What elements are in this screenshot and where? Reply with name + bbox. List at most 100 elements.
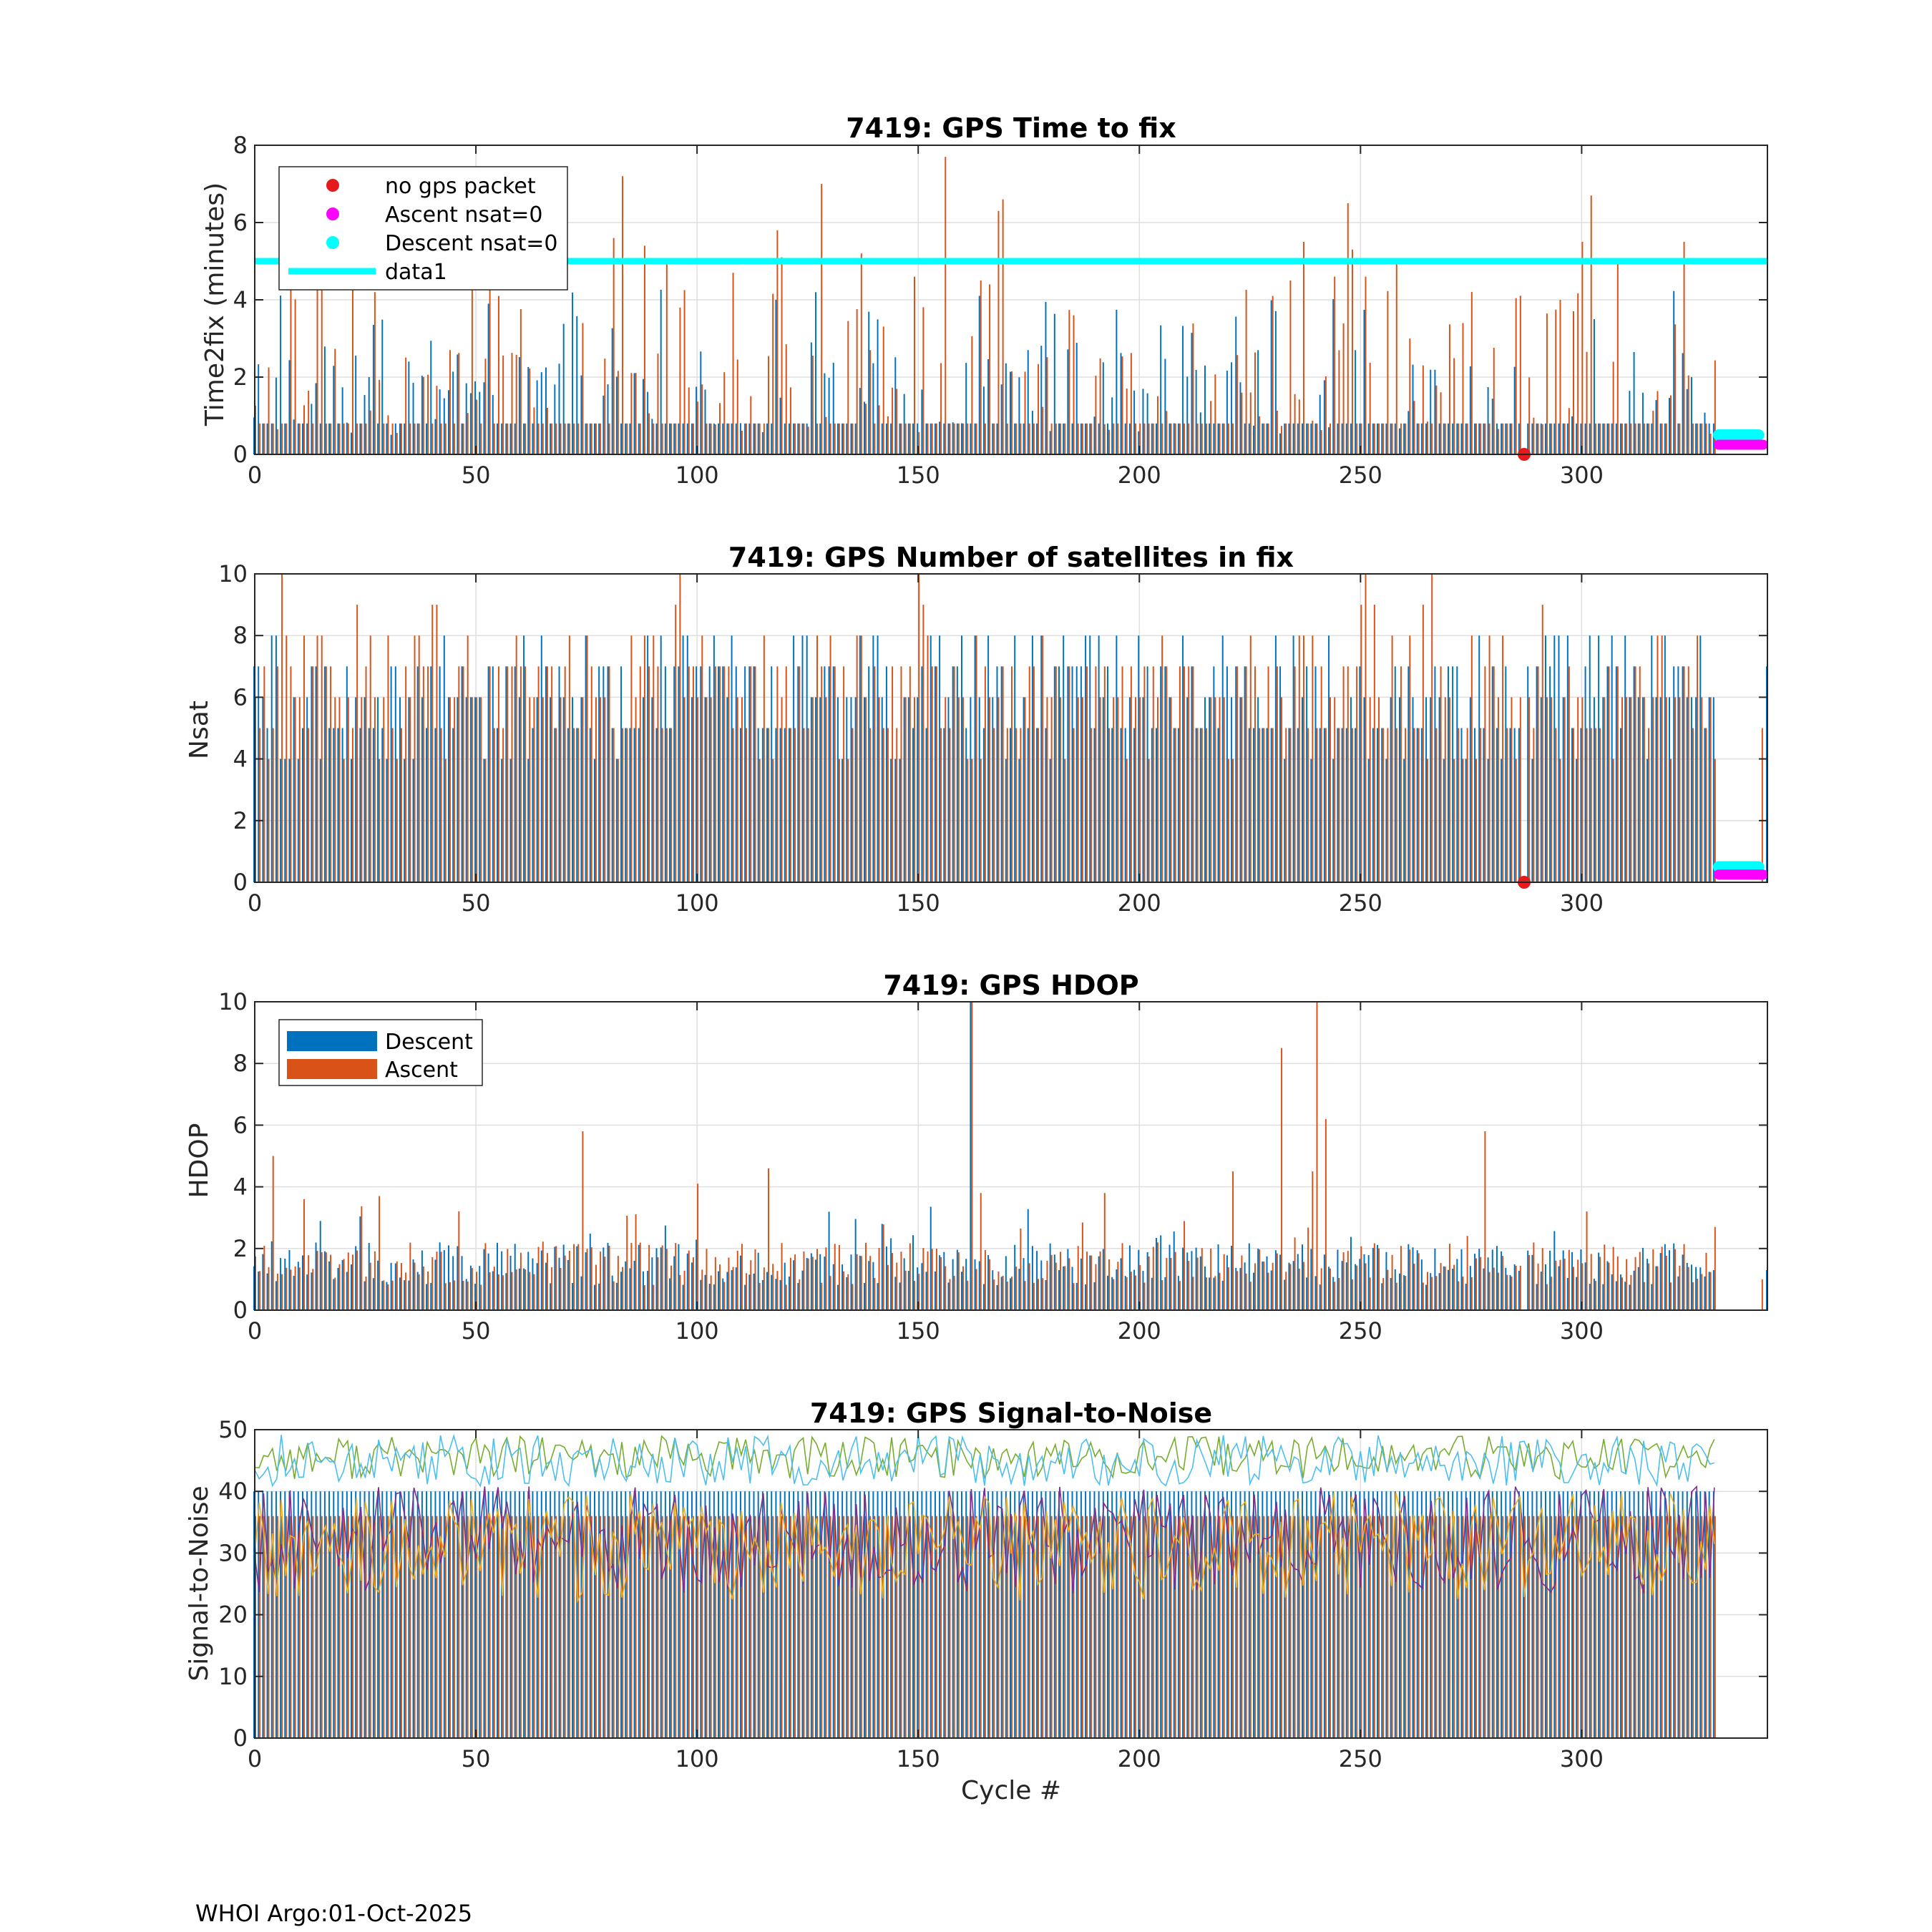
bar — [1024, 1516, 1026, 1738]
bar — [1440, 1516, 1442, 1738]
bar — [648, 1244, 650, 1310]
bar — [785, 344, 787, 454]
bar — [1345, 423, 1347, 454]
bar — [1341, 423, 1343, 454]
bar — [536, 697, 538, 882]
bar — [1398, 428, 1400, 454]
bar — [1306, 1277, 1308, 1310]
bar — [965, 363, 967, 454]
bar — [1440, 666, 1442, 882]
bar — [1434, 1491, 1436, 1738]
bar — [1761, 1279, 1763, 1310]
bar — [1294, 1237, 1296, 1310]
bar — [1058, 423, 1060, 454]
bar — [1712, 1491, 1714, 1738]
bar — [600, 1252, 602, 1310]
bar — [275, 635, 277, 882]
bar — [1316, 728, 1318, 882]
bar — [1540, 1491, 1542, 1738]
bar — [679, 307, 681, 454]
bar — [1761, 728, 1763, 882]
bar — [607, 1491, 609, 1738]
bar — [635, 373, 637, 454]
bar — [1634, 1516, 1636, 1738]
bar — [638, 1244, 640, 1310]
bar — [806, 423, 808, 454]
bar — [1077, 423, 1079, 454]
bar — [364, 697, 366, 882]
bar — [1551, 697, 1553, 882]
bar — [748, 423, 751, 454]
bar — [509, 758, 512, 882]
bar — [1332, 758, 1335, 882]
bar — [1254, 1516, 1256, 1738]
bar — [1515, 1265, 1517, 1310]
bar — [328, 423, 331, 454]
x-tick-label: 0 — [248, 1745, 262, 1772]
bar — [489, 666, 491, 882]
bar — [758, 1516, 761, 1738]
bar — [997, 697, 1000, 882]
bar — [430, 341, 432, 454]
bar — [1024, 697, 1026, 882]
bar — [917, 1491, 919, 1738]
bar — [1015, 1516, 1018, 1738]
bar — [864, 1491, 866, 1738]
bar — [1403, 758, 1405, 882]
bar — [653, 423, 655, 454]
bar — [1058, 1270, 1060, 1310]
bar — [1655, 1266, 1657, 1310]
bar — [1602, 697, 1604, 882]
bar — [1551, 1277, 1553, 1310]
bar — [1099, 358, 1101, 454]
bar — [1245, 666, 1247, 882]
bar — [620, 1491, 623, 1738]
bar — [302, 1491, 303, 1738]
bar — [1059, 1252, 1061, 1310]
bar — [1058, 1491, 1060, 1738]
bar — [351, 432, 352, 454]
bar — [1474, 728, 1476, 882]
bar — [1501, 1251, 1503, 1310]
bar — [811, 1516, 814, 1738]
bar — [1160, 325, 1162, 454]
bar — [1677, 1491, 1679, 1738]
bar — [626, 1516, 628, 1738]
bar — [1652, 697, 1654, 882]
bar — [1590, 1516, 1592, 1738]
bar — [447, 1245, 449, 1310]
bar — [1487, 1257, 1489, 1310]
bar — [1493, 347, 1495, 454]
bar — [1064, 758, 1066, 882]
bar — [1345, 1491, 1347, 1738]
bar — [308, 390, 310, 454]
bar — [1342, 1252, 1345, 1310]
bar — [850, 1491, 852, 1738]
bar — [452, 728, 454, 882]
bar — [302, 728, 303, 882]
bar — [1566, 1491, 1568, 1738]
bar — [1285, 1516, 1287, 1738]
bar — [270, 635, 273, 882]
bar — [1699, 1491, 1702, 1738]
bar — [763, 423, 765, 454]
bar — [487, 1253, 489, 1310]
bar — [1549, 1250, 1551, 1310]
bar — [872, 1491, 874, 1738]
bar — [925, 1272, 927, 1310]
bar — [515, 1269, 517, 1310]
bar — [341, 1259, 343, 1310]
bar — [1391, 1516, 1393, 1738]
bar — [298, 1267, 301, 1310]
bar — [947, 423, 950, 454]
bar — [1038, 728, 1040, 882]
bar — [595, 423, 597, 454]
bar — [1182, 1247, 1184, 1310]
bar — [1184, 1516, 1186, 1738]
bar — [1687, 666, 1689, 882]
bar — [608, 1246, 610, 1310]
bar — [1659, 1491, 1662, 1738]
bar — [939, 1255, 941, 1310]
bar — [1502, 1516, 1504, 1738]
